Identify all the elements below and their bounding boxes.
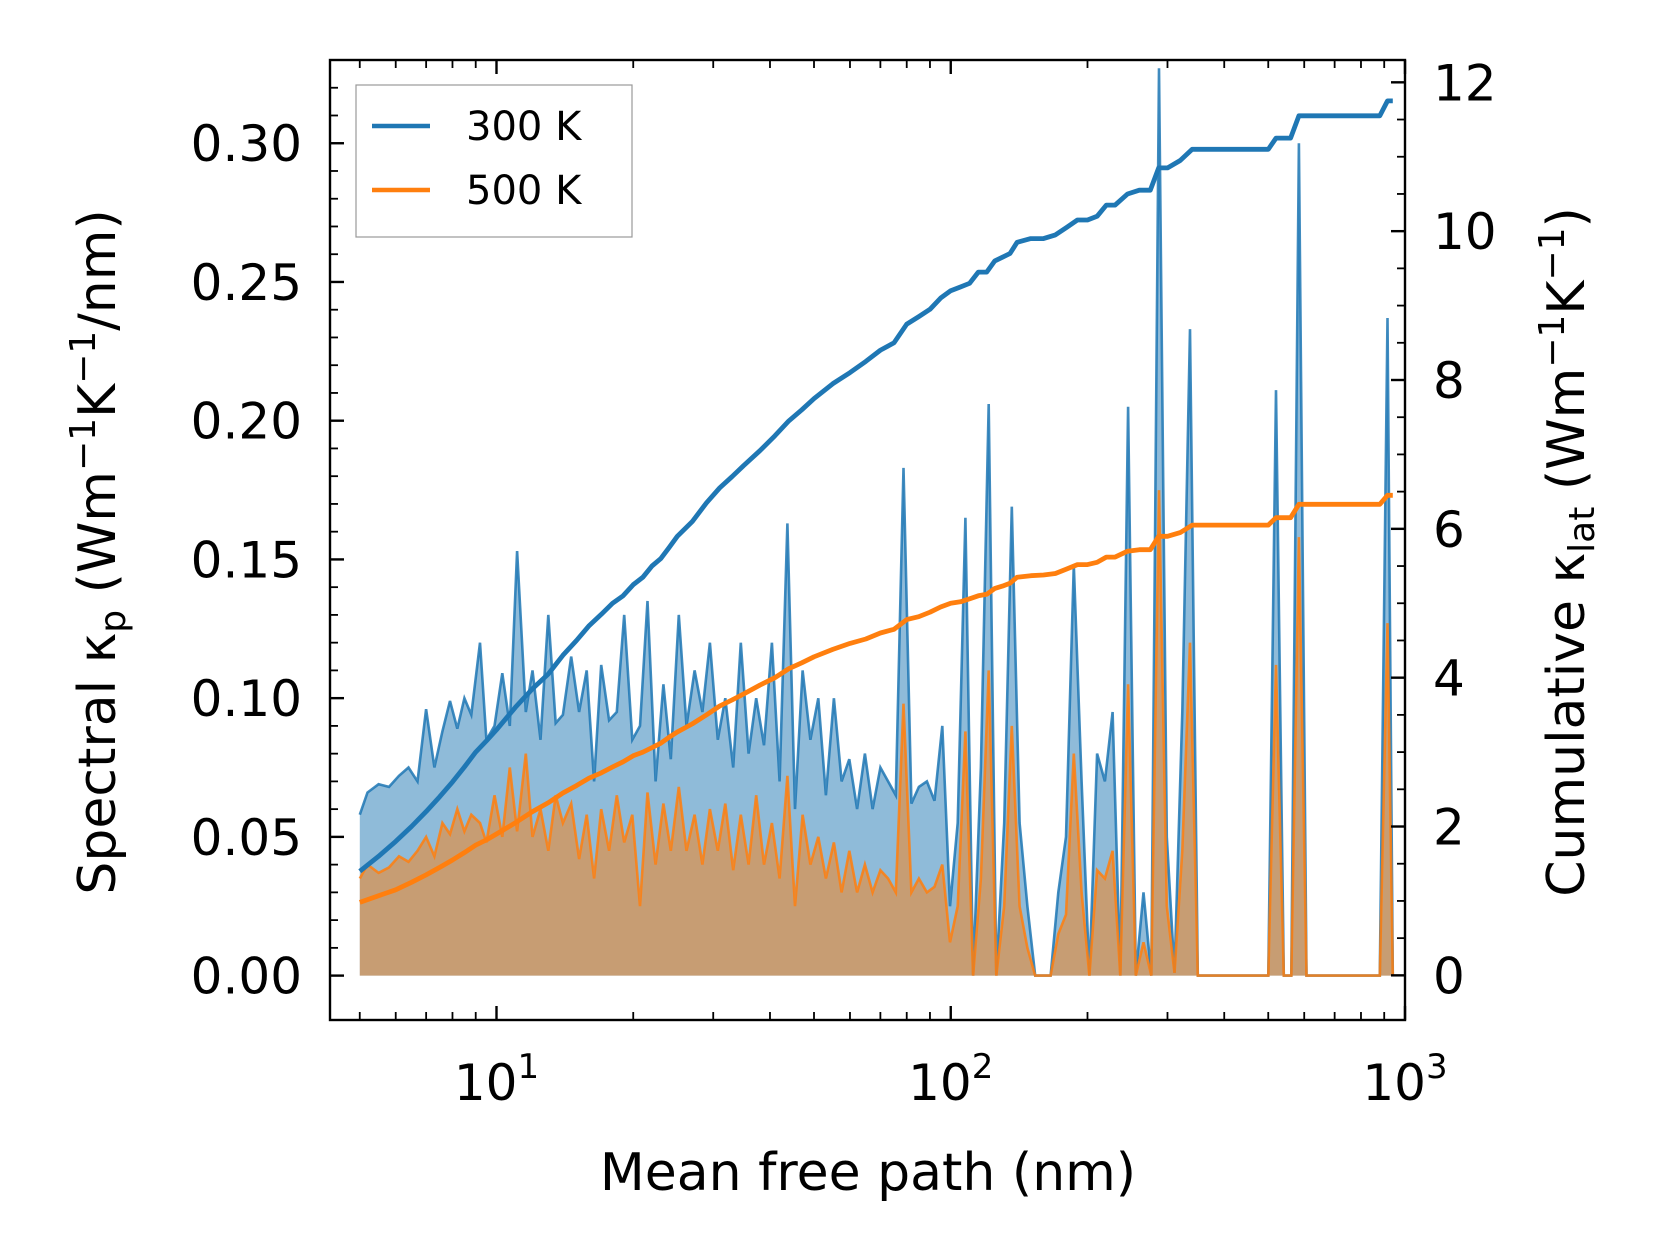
y-right-tick-label: 6	[1433, 501, 1465, 559]
y-axis-label-left: Spectral κp (Wm−1K−1/nm)	[63, 209, 134, 894]
area-500-k-spectral	[359, 490, 1393, 976]
y-right-label-sub: lat	[1562, 507, 1603, 553]
area-300-k-spectral	[359, 68, 1393, 976]
y-left-label-sup2: −1	[63, 331, 104, 384]
y-left-label-sub: p	[93, 610, 134, 633]
y-right-label-mid2: K	[1537, 279, 1597, 315]
y-left-tick-label: 0.00	[191, 948, 302, 1006]
y-left-tick-label: 0.10	[191, 670, 302, 728]
y-right-label-post: )	[1537, 207, 1597, 227]
y-left-label-mid1: (Wm	[68, 471, 128, 610]
y-left-tick-label: 0.30	[191, 115, 302, 173]
y-right-tick-label: 8	[1433, 352, 1465, 410]
line-300-k-spectral	[358, 68, 1395, 977]
y-left-label-sup1: −1	[63, 418, 104, 471]
x-tick-label: 102	[908, 1047, 993, 1112]
y-left-label-post: /nm)	[68, 209, 128, 330]
y-right-tick-label: 2	[1433, 799, 1465, 857]
y-left-tick-label: 0.20	[191, 393, 302, 451]
y-left-tick-label: 0.25	[191, 254, 302, 312]
y-axis-label-right: Cumulative κlat (Wm−1K−1)	[1532, 207, 1603, 897]
y-right-tick-label: 12	[1433, 54, 1497, 112]
y-right-label-sup2: −1	[1532, 227, 1573, 280]
plot-area	[358, 68, 1395, 977]
y-right-label-sup1: −1	[1532, 315, 1573, 368]
y-right-label-mid1: (Wm	[1537, 368, 1597, 507]
x-tick-label: 103	[1362, 1047, 1447, 1112]
y-left-tick-label: 0.15	[191, 531, 302, 589]
legend: 300 K 500 K	[355, 84, 633, 238]
y-left-label-mid2: K	[68, 382, 128, 418]
y-left-tick-label: 0.05	[191, 809, 302, 867]
plot-frame	[328, 58, 1407, 1022]
legend-label-500k: 500 K	[466, 168, 583, 214]
x-axis-label: Mean free path (nm)	[600, 1143, 1136, 1203]
legend-box	[355, 84, 633, 238]
y-right-tick-label: 4	[1433, 650, 1465, 708]
y-right-label-pre: Cumulative κ	[1537, 553, 1597, 897]
line-300-k-cumulative	[358, 98, 1393, 874]
y-left-label-pre: Spectral κ	[68, 633, 128, 895]
line-500-k-spectral	[358, 490, 1395, 977]
y-right-tick-label: 0	[1433, 947, 1465, 1005]
x-tick-label: 101	[454, 1047, 539, 1112]
line-500-k-cumulative	[358, 492, 1393, 905]
y-right-tick-label: 10	[1433, 203, 1497, 261]
legend-label-300k: 300 K	[466, 104, 583, 150]
